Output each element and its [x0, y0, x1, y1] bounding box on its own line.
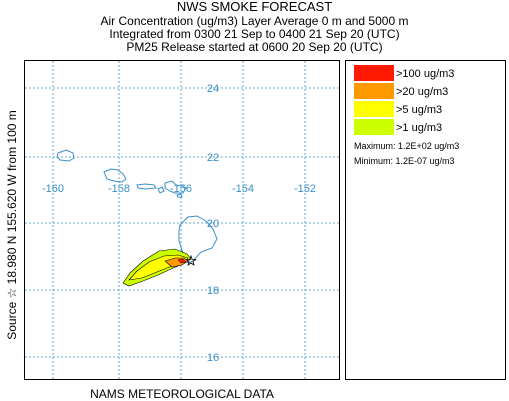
kahoolawe-coastline	[176, 193, 183, 198]
molokai-coastline	[136, 183, 157, 190]
big-island-coastline	[178, 215, 218, 264]
legend-panel: >100 ug/m3 >20 ug/m3 >5 ug/m3 >1 ug/m3 M…	[345, 60, 506, 380]
data-source-footer: NAMS METEOROLOGICAL DATA	[90, 387, 274, 401]
map-title: NWS SMOKE FORECAST	[176, 0, 333, 14]
lat-label-16: 16	[207, 352, 219, 364]
lat-label-18: 18	[207, 285, 219, 297]
legend-maximum: Maximum: 1.2E+02 ug/m3	[354, 141, 460, 151]
coastlines	[56, 149, 218, 264]
star-icon	[185, 254, 197, 266]
legend-swatch-1	[354, 119, 394, 135]
graticule	[25, 61, 339, 379]
legend-swatch-20	[354, 83, 394, 99]
lat-label-20: 20	[207, 218, 219, 230]
lon-label-154: -154	[232, 183, 254, 195]
lat-label-24: 24	[207, 83, 219, 95]
lon-label-156: -156	[170, 183, 192, 195]
kauai-coastline	[56, 149, 75, 162]
lat-label-22: 22	[207, 152, 219, 164]
lanai-coastline	[157, 186, 165, 194]
subtitle-concentration: Air Concentration (ug/m3) Layer Average …	[100, 14, 409, 28]
legend-swatch-100	[354, 65, 394, 81]
legend-label-1: >1 ug/m3	[396, 122, 443, 134]
legend-label-5: >5 ug/m3	[396, 104, 443, 116]
smoke-plume	[122, 248, 192, 287]
map-canvas: -160 -158 -156 -154 -152 24 22 20 18 16	[25, 61, 339, 379]
maui-coastline	[164, 180, 187, 194]
legend-swatch-5	[354, 101, 394, 117]
subtitle-release: PM25 Release started at 0600 20 Sep 20 (…	[126, 40, 383, 54]
plume-contour-100	[177, 258, 187, 264]
legend-label-100: >100 ug/m3	[396, 68, 455, 80]
source-location-label: Source ☆ 18.980 N 155.620 W from 100 m	[5, 110, 19, 340]
map-panel: -160 -158 -156 -154 -152 24 22 20 18 16	[24, 60, 340, 380]
lon-label-160: -160	[42, 183, 64, 195]
oahu-coastline	[103, 168, 127, 183]
lon-label-152: -152	[294, 183, 316, 195]
subtitle-integration: Integrated from 0300 21 Sep to 0400 21 S…	[109, 27, 400, 41]
lon-label-158: -158	[108, 183, 130, 195]
legend-label-20: >20 ug/m3	[396, 86, 449, 98]
legend-minimum: Minimum: 1.2E-07 ug/m3	[354, 156, 455, 166]
